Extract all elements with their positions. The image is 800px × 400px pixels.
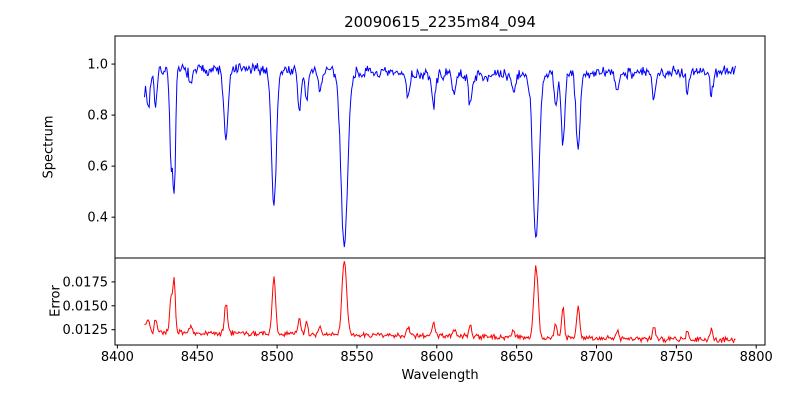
x-tick-label: 8600 <box>420 350 453 365</box>
error-y-tick-label: 0.0175 <box>63 275 109 290</box>
error-line-series <box>144 261 736 344</box>
x-tick-label: 8450 <box>181 350 214 365</box>
x-tick-label: 8400 <box>101 350 134 365</box>
spectrum-y-tick-label: 0.8 <box>87 109 108 124</box>
x-tick-label: 8550 <box>340 350 373 365</box>
x-tick-label: 8650 <box>500 350 533 365</box>
error-y-tick-label: 0.0125 <box>63 323 109 338</box>
x-axis-label: Wavelength <box>401 368 479 383</box>
x-tick-label: 8700 <box>580 350 613 365</box>
x-tick-label: 8800 <box>740 350 773 365</box>
x-tick-label: 8750 <box>660 350 693 365</box>
spectrum-line-series <box>144 62 736 248</box>
error-y-tick-label: 0.0150 <box>63 299 109 314</box>
chart-title: 20090615_2235m84_094 <box>344 13 536 31</box>
error-panel-frame <box>114 257 766 346</box>
spectrum-y-tick-label: 1.0 <box>87 58 108 73</box>
spectrum-y-tick-label: 0.4 <box>87 211 108 226</box>
x-tick-label: 8500 <box>261 350 294 365</box>
spectrum-y-tick-label: 0.6 <box>87 160 108 175</box>
